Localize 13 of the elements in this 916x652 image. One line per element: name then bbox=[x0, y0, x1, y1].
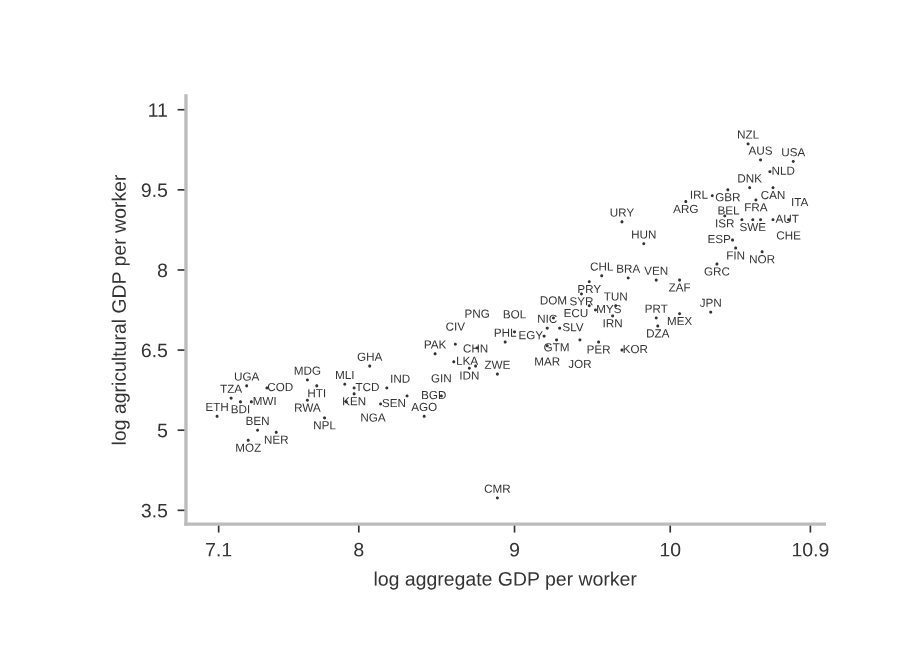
x-axis-title: log aggregate GDP per worker bbox=[374, 571, 637, 590]
y-tick-label: 9.5 bbox=[141, 183, 168, 198]
x-tick-label: 10 bbox=[660, 542, 681, 557]
x-tick-label: 8 bbox=[354, 542, 364, 557]
y-tick-label: 3.5 bbox=[141, 503, 168, 518]
y-tick-label: 11 bbox=[149, 103, 167, 117]
y-tick-label: 5 bbox=[157, 423, 168, 438]
y-tick-label: 8 bbox=[157, 263, 168, 278]
y-axis-title: log agricultural GDP per worker bbox=[111, 174, 130, 445]
x-tick-label: 7.1 bbox=[206, 542, 232, 557]
x-tick-label: 9 bbox=[510, 542, 519, 557]
y-tick-label: 6.5 bbox=[141, 343, 168, 358]
x-tick-label: 10.9 bbox=[792, 542, 829, 557]
